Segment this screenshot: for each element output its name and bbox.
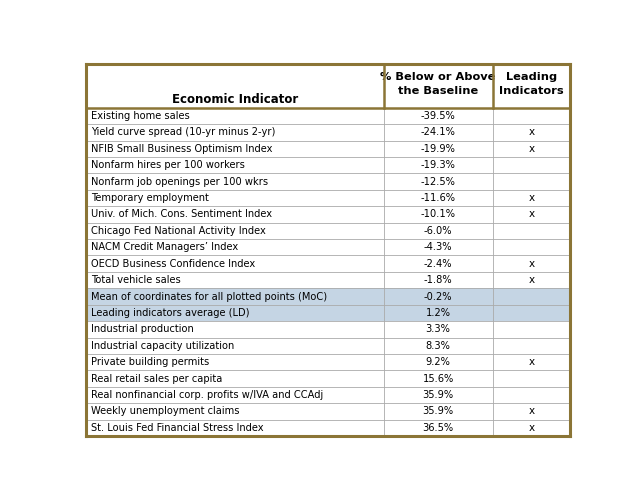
Text: Industrial production: Industrial production <box>91 324 194 334</box>
Bar <box>86 141 570 157</box>
Text: -1.8%: -1.8% <box>424 275 452 285</box>
Text: x: x <box>528 209 534 219</box>
Text: Real retail sales per capita: Real retail sales per capita <box>91 374 222 384</box>
Bar <box>86 108 570 124</box>
Bar <box>86 321 570 338</box>
Bar <box>86 64 570 108</box>
Bar <box>86 354 570 370</box>
Text: -39.5%: -39.5% <box>420 111 456 121</box>
Text: Yield curve spread (10-yr minus 2-yr): Yield curve spread (10-yr minus 2-yr) <box>91 127 275 138</box>
Text: -19.3%: -19.3% <box>420 160 456 170</box>
Text: OECD Business Confidence Index: OECD Business Confidence Index <box>91 259 255 269</box>
Bar <box>86 223 570 239</box>
Text: Economic Indicator: Economic Indicator <box>172 93 298 106</box>
Text: -24.1%: -24.1% <box>420 127 456 138</box>
Bar <box>86 338 570 354</box>
Text: Existing home sales: Existing home sales <box>91 111 189 121</box>
Text: 9.2%: 9.2% <box>426 357 451 367</box>
Text: Industrial capacity utilization: Industrial capacity utilization <box>91 341 234 351</box>
Bar <box>86 206 570 223</box>
Text: Real nonfinancial corp. profits w/IVA and CCAdj: Real nonfinancial corp. profits w/IVA an… <box>91 390 323 400</box>
Bar <box>86 239 570 255</box>
Bar <box>86 420 570 436</box>
Text: Leading
Indicators: Leading Indicators <box>499 72 564 96</box>
Bar <box>86 157 570 173</box>
Text: Nonfarm job openings per 100 wkrs: Nonfarm job openings per 100 wkrs <box>91 177 268 187</box>
Bar <box>86 403 570 420</box>
Bar <box>86 288 570 305</box>
Text: NACM Credit Managers’ Index: NACM Credit Managers’ Index <box>91 242 238 252</box>
Text: St. Louis Fed Financial Stress Index: St. Louis Fed Financial Stress Index <box>91 423 264 433</box>
Text: Leading indicators average (LD): Leading indicators average (LD) <box>91 308 250 318</box>
Text: 35.9%: 35.9% <box>422 390 454 400</box>
Text: Univ. of Mich. Cons. Sentiment Index: Univ. of Mich. Cons. Sentiment Index <box>91 209 272 219</box>
Text: x: x <box>528 193 534 203</box>
Text: Chicago Fed National Activity Index: Chicago Fed National Activity Index <box>91 226 266 236</box>
Text: x: x <box>528 144 534 154</box>
Text: % Below or Above
the Baseline: % Below or Above the Baseline <box>380 72 496 96</box>
Bar <box>86 305 570 321</box>
Text: -12.5%: -12.5% <box>420 177 456 187</box>
Text: -4.3%: -4.3% <box>424 242 452 252</box>
Text: Weekly unemployment claims: Weekly unemployment claims <box>91 406 239 416</box>
Bar <box>86 190 570 206</box>
Text: Mean of coordinates for all plotted points (MoC): Mean of coordinates for all plotted poin… <box>91 292 327 301</box>
Text: Total vehicle sales: Total vehicle sales <box>91 275 180 285</box>
Text: 3.3%: 3.3% <box>426 324 451 334</box>
Text: x: x <box>528 406 534 416</box>
Text: 1.2%: 1.2% <box>426 308 451 318</box>
Text: -11.6%: -11.6% <box>420 193 456 203</box>
Text: x: x <box>528 259 534 269</box>
Text: x: x <box>528 127 534 138</box>
Text: Private building permits: Private building permits <box>91 357 209 367</box>
Text: Nonfarm hires per 100 workers: Nonfarm hires per 100 workers <box>91 160 244 170</box>
Text: 35.9%: 35.9% <box>422 406 454 416</box>
Text: -0.2%: -0.2% <box>424 292 452 301</box>
Text: -19.9%: -19.9% <box>420 144 456 154</box>
Text: x: x <box>528 423 534 433</box>
Text: x: x <box>528 275 534 285</box>
Text: x: x <box>528 357 534 367</box>
Bar <box>86 272 570 288</box>
Bar <box>86 255 570 272</box>
Text: NFIB Small Business Optimism Index: NFIB Small Business Optimism Index <box>91 144 273 154</box>
Bar <box>86 124 570 141</box>
Text: 15.6%: 15.6% <box>422 374 454 384</box>
Bar <box>86 173 570 190</box>
Bar <box>86 370 570 387</box>
Text: -10.1%: -10.1% <box>420 209 456 219</box>
Bar <box>86 387 570 403</box>
Text: 36.5%: 36.5% <box>422 423 454 433</box>
Text: -2.4%: -2.4% <box>424 259 452 269</box>
Text: Temporary employment: Temporary employment <box>91 193 209 203</box>
Text: -6.0%: -6.0% <box>424 226 452 236</box>
Text: 8.3%: 8.3% <box>426 341 451 351</box>
